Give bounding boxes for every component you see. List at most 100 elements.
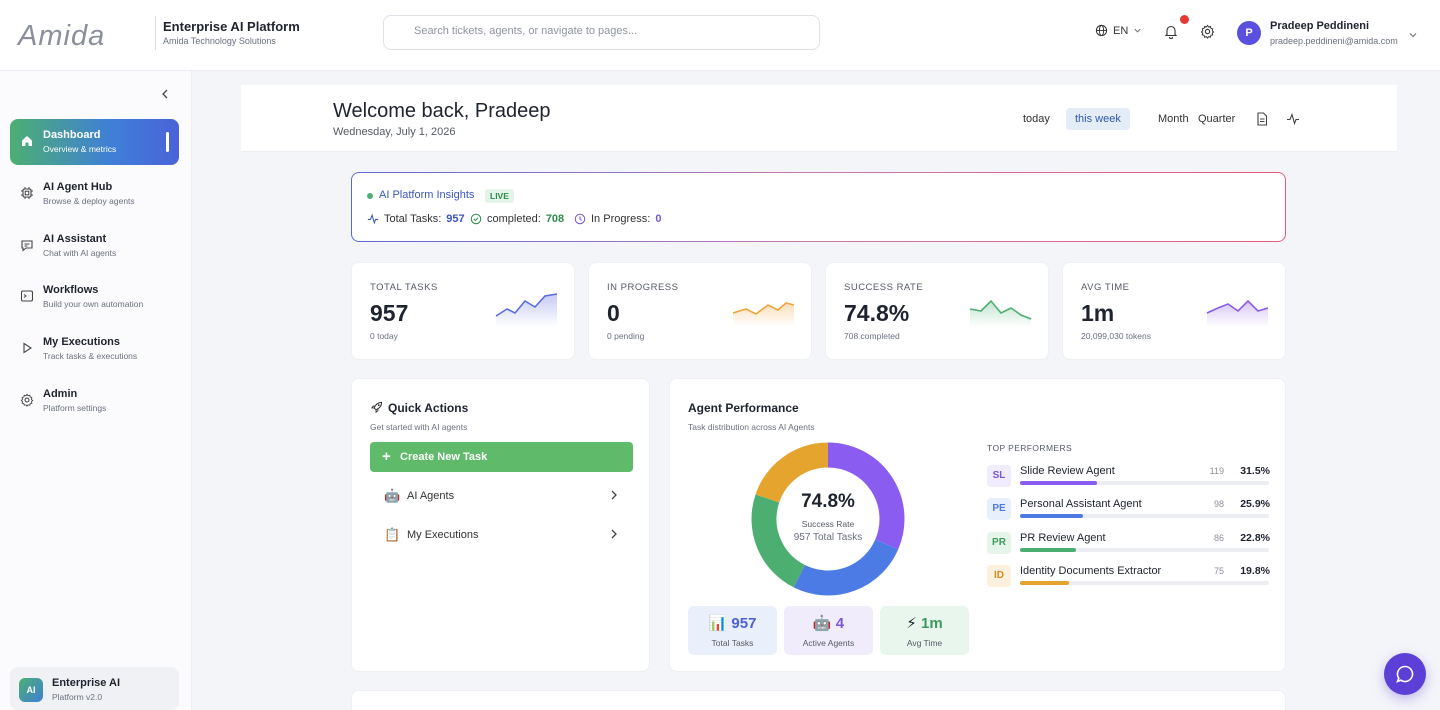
- kpi-in-progress[interactable]: IN PROGRESS 0 0 pending: [588, 262, 812, 360]
- chat-assistant-button[interactable]: [1384, 653, 1426, 695]
- sidebar-item-admin[interactable]: Admin Platform settings: [10, 378, 179, 424]
- user-menu-button[interactable]: [1408, 27, 1418, 45]
- stat-value-text: 4: [835, 615, 845, 632]
- page-title: Welcome back, Pradeep: [333, 100, 551, 122]
- stat-value-text: 1m: [921, 615, 943, 632]
- agent-performance-subtitle: Task distribution across AI Agents: [688, 422, 815, 432]
- sidebar-item-ai-assistant[interactable]: AI Assistant Chat with AI agents: [10, 223, 179, 269]
- agent-share-percent: 31.5%: [1240, 465, 1270, 477]
- platform-info: AI Enterprise AI Platform v2.0: [10, 667, 179, 710]
- sidebar-item-label: AI Agent Hub: [43, 181, 113, 193]
- top-performers-heading: TOP PERFORMERS: [987, 443, 1073, 453]
- my-executions-link[interactable]: 📋 My Executions: [370, 520, 633, 550]
- agent-badge: SL: [987, 465, 1011, 487]
- range-quarter-button[interactable]: Quarter: [1198, 113, 1236, 125]
- distribution-donut-chart[interactable]: [750, 441, 906, 597]
- platform-title: Enterprise AI: [52, 677, 121, 689]
- kpi-avg-time[interactable]: AVG TIME 1m 20,099,030 tokens: [1062, 262, 1286, 360]
- cpu-icon: [21, 187, 33, 199]
- agent-performance-title: Agent Performance: [688, 401, 799, 415]
- agent-share-bar: [1020, 581, 1269, 585]
- stat-value-text: 957: [731, 615, 757, 632]
- donut-slice[interactable]: [751, 494, 806, 588]
- sparkline: [1206, 299, 1269, 327]
- chevron-down-icon: [1409, 33, 1417, 38]
- agent-badge: PE: [987, 498, 1011, 520]
- sidebar-item-label: My Executions: [43, 336, 121, 348]
- agent-task-count: 86: [1213, 533, 1224, 543]
- agent-name: Slide Review Agent: [1020, 465, 1115, 477]
- sidebar-item-workflows[interactable]: Workflows Build your own automation: [10, 274, 179, 320]
- sidebar-item-my-executions[interactable]: My Executions Track tasks & executions: [10, 326, 179, 372]
- create-new-task-button[interactable]: + Create New Task: [370, 442, 633, 472]
- sidebar-item-ai-agent-hub[interactable]: AI Agent Hub Browse & deploy agents: [10, 171, 179, 217]
- user-name[interactable]: Pradeep Peddineni: [1270, 20, 1370, 32]
- kpi-total-tasks[interactable]: TOTAL TASKS 957 0 today: [351, 262, 575, 360]
- agent-task-count: 119: [1209, 466, 1224, 476]
- top-bar: Amida Enterprise AI Platform Amida Techn…: [0, 0, 1440, 71]
- settings-button[interactable]: [1200, 24, 1215, 44]
- stat-active-agents: 🤖 4 Active Agents: [784, 606, 873, 655]
- agent-share-bar-fill: [1020, 581, 1069, 585]
- ai-agents-link[interactable]: 🤖 AI Agents: [370, 481, 633, 511]
- stat-label: Avg Time: [906, 638, 943, 648]
- sidebar-item-label: Admin: [43, 388, 78, 400]
- create-new-task-label: Create New Task: [400, 451, 488, 463]
- notifications-button[interactable]: [1164, 24, 1178, 44]
- top-performer-row[interactable]: SL Slide Review Agent 119 31.5%: [987, 463, 1270, 491]
- kpi-value: 0: [607, 300, 620, 326]
- link-label: AI Agents: [407, 490, 455, 502]
- agent-name: PR Review Agent: [1020, 532, 1106, 544]
- donut-slice[interactable]: [755, 442, 829, 504]
- kpi-success-rate[interactable]: SUCCESS RATE 74.8% 708 completed: [825, 262, 1049, 360]
- search-input[interactable]: [414, 25, 794, 37]
- collapse-sidebar-button[interactable]: [159, 87, 171, 105]
- insight-in-progress: In Progress: 0: [574, 213, 661, 225]
- user-email: pradeep.peddineni@amida.com: [1270, 36, 1398, 46]
- sidebar-item-label: AI Assistant: [43, 233, 107, 245]
- insight-value: 708: [545, 213, 565, 225]
- sidebar-item-dashboard[interactable]: Dashboard Overview & metrics: [10, 119, 179, 165]
- range-month-button[interactable]: Month: [1158, 113, 1189, 125]
- donut-slice[interactable]: [793, 538, 899, 596]
- stat-avg-time: ⚡ 1m Avg Time: [880, 606, 969, 655]
- bar-chart-icon: 📊: [708, 615, 728, 632]
- sidebar-item-subtitle: Browse & deploy agents: [43, 196, 135, 206]
- clipboard-icon: 📋: [384, 527, 401, 542]
- amida-logo[interactable]: Amida: [18, 20, 106, 52]
- agent-share-percent: 25.9%: [1240, 498, 1270, 510]
- agent-share-bar: [1020, 481, 1269, 485]
- terminal-icon: [20, 290, 34, 302]
- chevron-left-icon: [162, 89, 168, 99]
- kpi-subtitle: 708 completed: [844, 331, 900, 341]
- quick-actions-card: Quick Actions Get started with AI agents…: [351, 378, 650, 672]
- insight-total-tasks: Total Tasks: 957: [367, 213, 465, 225]
- donut-slice[interactable]: [827, 442, 905, 550]
- agent-name: Identity Documents Extractor: [1020, 565, 1162, 577]
- kpi-subtitle: 0 today: [370, 331, 398, 341]
- top-performer-row[interactable]: ID Identity Documents Extractor 75 19.8%: [987, 563, 1270, 591]
- avatar[interactable]: P: [1237, 21, 1261, 45]
- sidebar-item-label: Dashboard: [43, 129, 101, 141]
- top-performer-row[interactable]: PR PR Review Agent 86 22.8%: [987, 530, 1270, 558]
- range-this-week-button[interactable]: this week: [1066, 108, 1130, 130]
- sidebar-item-subtitle: Overview & metrics: [43, 144, 117, 154]
- sparkline: [732, 302, 795, 327]
- search-box[interactable]: [383, 15, 820, 50]
- agent-share-bar: [1020, 514, 1269, 518]
- insight-value: 957: [446, 213, 465, 225]
- insights-title: AI Platform Insights: [379, 189, 475, 201]
- range-today-button[interactable]: today: [1023, 113, 1050, 125]
- activity-icon: [367, 213, 379, 225]
- activity-icon[interactable]: [1286, 112, 1300, 126]
- document-icon[interactable]: [1256, 112, 1268, 126]
- quick-actions-subtitle: Get started with AI agents: [370, 422, 468, 432]
- language-selector[interactable]: EN: [1095, 24, 1142, 37]
- robot-icon: 🤖: [384, 488, 401, 503]
- next-section-card: [351, 690, 1286, 710]
- kpi-label: IN PROGRESS: [607, 282, 679, 293]
- check-circle-icon: [470, 213, 482, 225]
- notification-indicator: [1180, 15, 1189, 24]
- stat-label: Active Agents: [802, 638, 855, 648]
- top-performer-row[interactable]: PE Personal Assistant Agent 98 25.9%: [987, 496, 1270, 524]
